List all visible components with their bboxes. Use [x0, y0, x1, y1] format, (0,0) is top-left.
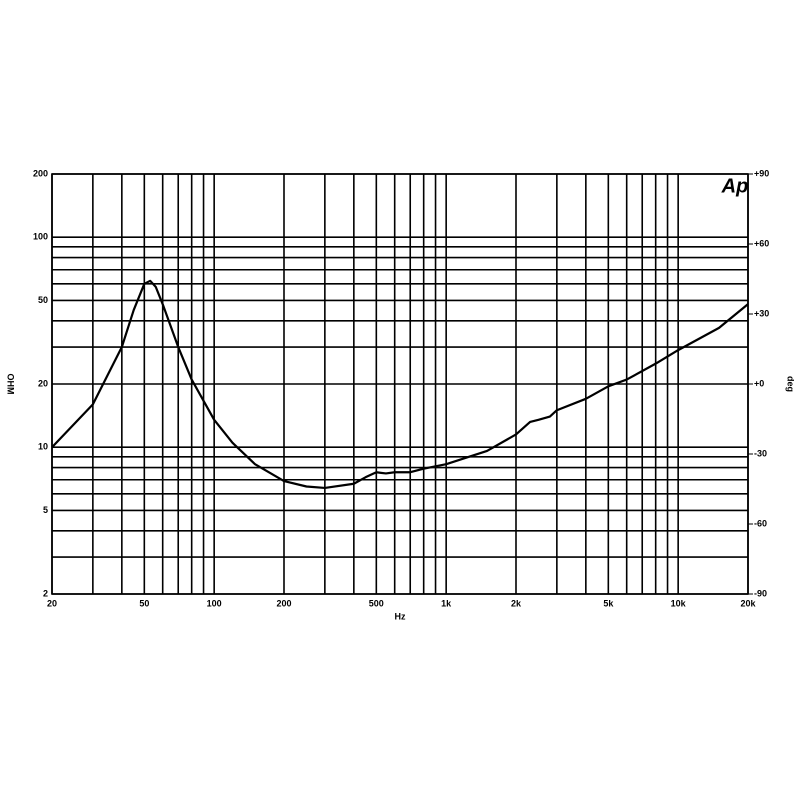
y2-tick-label: -90 [754, 588, 767, 598]
logo: Ap [721, 175, 749, 197]
x-tick-label: 100 [207, 598, 222, 608]
x-tick-label: 20 [47, 598, 57, 608]
x-tick-label: 5k [603, 598, 614, 608]
y-tick-label: 20 [38, 378, 48, 388]
x-axis-label: Hz [395, 611, 406, 621]
y-tick-label: 200 [33, 168, 48, 178]
y2-axis-label: deg [786, 376, 796, 392]
y-tick-label: 50 [38, 295, 48, 305]
y-tick-label: 5 [43, 505, 48, 515]
y2-tick-label: +30 [754, 308, 769, 318]
impedance-line [51, 279, 749, 490]
y-tick-label: 100 [33, 232, 48, 242]
plot-frame [51, 173, 749, 595]
x-tick-label: 50 [139, 598, 149, 608]
x-tick-label: 200 [276, 598, 291, 608]
y2-tick-label: -30 [754, 448, 767, 458]
y2-tick-label: +0 [754, 378, 764, 388]
y-tick-label: 2 [43, 588, 48, 598]
x-tick-label: 20k [740, 598, 756, 608]
y2-tick-label: +60 [754, 238, 769, 248]
x-tick-label: 2k [511, 598, 522, 608]
y2-tick-label: -60 [754, 518, 767, 528]
y-tick-label: 10 [38, 442, 48, 452]
y-axis-label: OHM [6, 374, 16, 395]
x-tick-label: 500 [369, 598, 384, 608]
x-tick-label: 1k [441, 598, 452, 608]
x-tick-label: 10k [671, 598, 687, 608]
y2-tick-label: +90 [754, 168, 769, 178]
